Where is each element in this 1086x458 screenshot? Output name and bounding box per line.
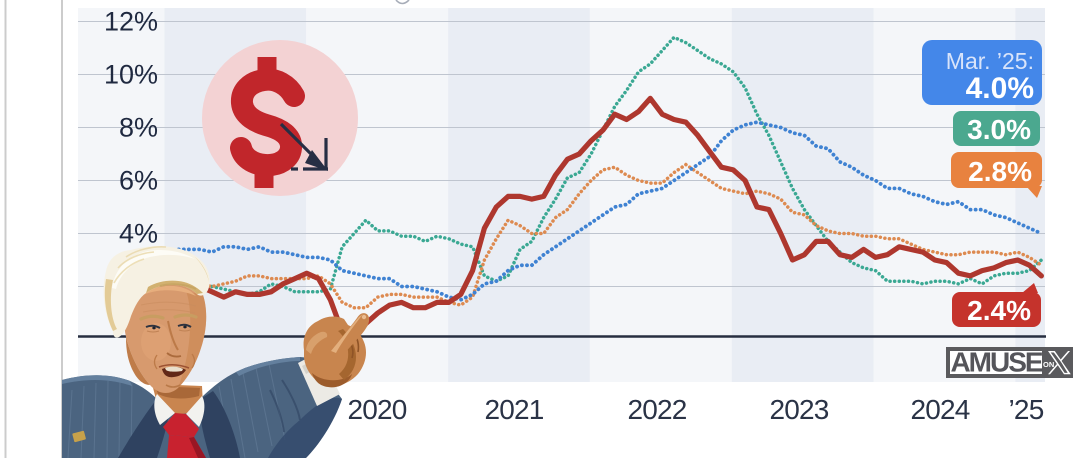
svg-text:ON: ON: [1043, 360, 1054, 369]
svg-text:2.8%: 2.8%: [968, 156, 1032, 187]
svg-text:3.0%: 3.0%: [967, 114, 1031, 145]
svg-text:AMUSE: AMUSE: [950, 347, 1042, 378]
svg-text:2.4%: 2.4%: [967, 295, 1031, 326]
svg-text:12%: 12%: [104, 7, 158, 37]
svg-text:’25: ’25: [1009, 394, 1044, 425]
svg-text:Mar. ’25:: Mar. ’25:: [946, 48, 1034, 74]
svg-text:2023: 2023: [769, 394, 828, 425]
svg-text:2022: 2022: [627, 394, 686, 425]
svg-text:2021: 2021: [484, 394, 543, 425]
svg-text:6%: 6%: [119, 166, 158, 196]
svg-text:2020: 2020: [347, 394, 406, 425]
svg-text:2024: 2024: [910, 394, 969, 425]
svg-text:4%: 4%: [119, 219, 158, 249]
svg-text:10%: 10%: [104, 60, 158, 90]
svg-text:4.0%: 4.0%: [966, 72, 1034, 105]
svg-text:8%: 8%: [119, 113, 158, 143]
